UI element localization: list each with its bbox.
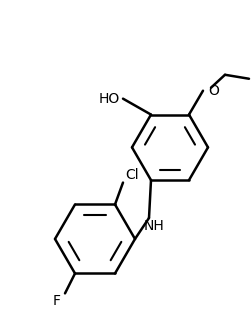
- Text: Cl: Cl: [124, 168, 138, 182]
- Text: F: F: [53, 294, 61, 308]
- Text: HO: HO: [98, 92, 119, 106]
- Text: NH: NH: [143, 219, 164, 233]
- Text: O: O: [207, 84, 218, 98]
